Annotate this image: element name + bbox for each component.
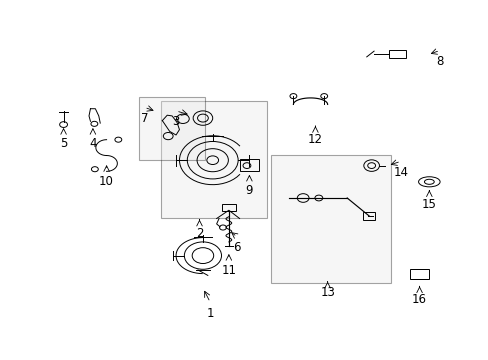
Bar xyxy=(161,101,266,218)
Text: 7: 7 xyxy=(140,112,148,125)
Text: 4: 4 xyxy=(89,137,97,150)
Text: 14: 14 xyxy=(393,166,407,179)
Bar xyxy=(388,50,405,58)
Bar xyxy=(239,159,259,171)
Bar xyxy=(362,212,374,220)
Text: 3: 3 xyxy=(172,115,180,128)
Text: 9: 9 xyxy=(245,184,253,197)
Text: 8: 8 xyxy=(435,55,443,68)
Text: 6: 6 xyxy=(233,241,241,254)
Text: 16: 16 xyxy=(411,293,426,306)
Text: 2: 2 xyxy=(195,227,203,240)
Text: 13: 13 xyxy=(320,286,334,299)
Text: 10: 10 xyxy=(99,175,114,188)
Text: 5: 5 xyxy=(60,137,67,150)
Text: 11: 11 xyxy=(221,264,236,276)
Text: 1: 1 xyxy=(206,307,214,320)
Text: 15: 15 xyxy=(421,198,436,211)
Bar xyxy=(221,204,236,211)
Text: 12: 12 xyxy=(307,133,322,146)
Bar xyxy=(409,269,428,279)
Bar xyxy=(139,97,205,160)
Bar xyxy=(271,155,390,283)
